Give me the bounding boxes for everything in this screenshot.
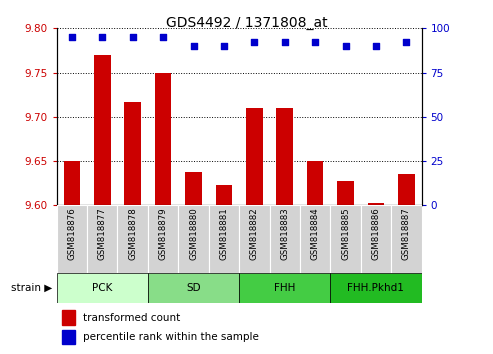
Point (311, 40, 319, 45)
Text: GSM818879: GSM818879 (159, 207, 168, 260)
Text: FHH.Pkhd1: FHH.Pkhd1 (348, 282, 404, 293)
Point (98, 34, 106, 40)
Bar (300, 205, 330, 273)
Bar (62, 330, 75, 344)
Text: GSM818882: GSM818882 (250, 207, 259, 260)
Bar (57, 205, 87, 273)
Point (129, 34, 137, 40)
Bar (239, 205, 270, 273)
Bar (148, 273, 239, 303)
Bar (185, 172, 202, 205)
Text: GSM818884: GSM818884 (311, 207, 319, 260)
Text: transformed count: transformed count (83, 313, 180, 323)
Bar (57, 273, 148, 303)
Bar (148, 205, 178, 273)
Bar (277, 108, 293, 205)
Bar (155, 73, 172, 205)
Bar (62, 310, 75, 325)
Bar (124, 102, 141, 205)
Bar (117, 205, 148, 273)
Text: SD: SD (186, 282, 201, 293)
Point (189, 43, 197, 49)
Bar (368, 203, 384, 205)
Point (250, 40, 258, 45)
Point (281, 40, 288, 45)
Text: percentile rank within the sample: percentile rank within the sample (83, 332, 258, 342)
Bar (330, 205, 361, 273)
Bar (246, 108, 263, 205)
Bar (178, 205, 209, 273)
Text: strain ▶: strain ▶ (10, 282, 52, 293)
Bar (307, 161, 323, 205)
Text: GSM818885: GSM818885 (341, 207, 350, 260)
Text: GSM818878: GSM818878 (128, 207, 137, 260)
Text: FHH: FHH (274, 282, 295, 293)
Text: GSM818880: GSM818880 (189, 207, 198, 260)
Point (159, 34, 167, 40)
Bar (337, 181, 354, 205)
Text: GDS4492 / 1371808_at: GDS4492 / 1371808_at (166, 16, 327, 30)
Bar (64, 161, 80, 205)
Text: GSM818876: GSM818876 (68, 207, 76, 260)
Text: GSM818881: GSM818881 (219, 207, 228, 260)
Text: GSM818877: GSM818877 (98, 207, 107, 260)
Point (372, 43, 380, 49)
Text: PCK: PCK (92, 282, 112, 293)
Bar (239, 273, 330, 303)
Bar (391, 205, 422, 273)
Bar (87, 205, 117, 273)
Point (220, 43, 228, 49)
Bar (330, 273, 422, 303)
Text: GSM818883: GSM818883 (280, 207, 289, 260)
Bar (398, 175, 415, 205)
Bar (215, 185, 232, 205)
Point (402, 40, 410, 45)
Point (342, 43, 350, 49)
Bar (94, 55, 110, 205)
Point (68, 34, 76, 40)
Bar (361, 205, 391, 273)
Text: GSM818886: GSM818886 (371, 207, 381, 260)
Bar (209, 205, 239, 273)
Text: GSM818887: GSM818887 (402, 207, 411, 260)
Bar (270, 205, 300, 273)
